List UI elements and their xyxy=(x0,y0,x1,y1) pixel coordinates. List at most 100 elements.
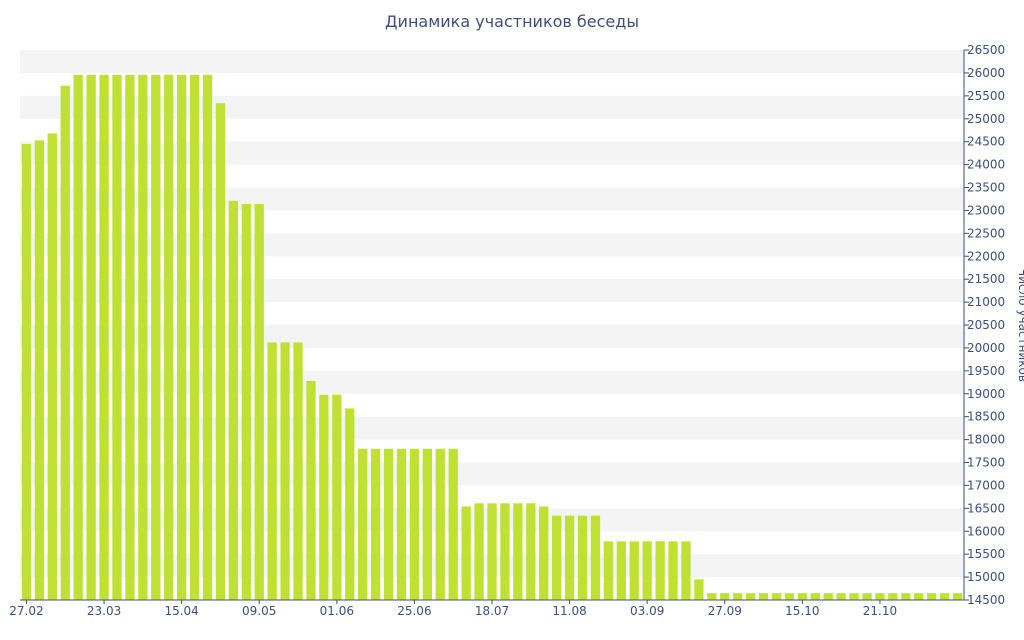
bar[interactable] xyxy=(629,541,639,600)
bar[interactable] xyxy=(293,342,303,600)
bar[interactable] xyxy=(306,380,316,600)
x-tick-label: 21.10 xyxy=(863,604,897,618)
bar[interactable] xyxy=(370,448,381,600)
bar[interactable] xyxy=(254,204,264,600)
bar[interactable] xyxy=(60,85,70,600)
bar[interactable] xyxy=(771,593,782,600)
bar[interactable] xyxy=(552,515,562,600)
y-tick-label: 16500 xyxy=(967,501,1005,515)
bar[interactable] xyxy=(332,394,342,600)
bar[interactable] xyxy=(681,541,691,600)
bar[interactable] xyxy=(487,503,497,600)
y-tick-label: 17500 xyxy=(967,456,1005,470)
bar[interactable] xyxy=(34,140,45,600)
bar[interactable] xyxy=(513,503,523,600)
bar[interactable] xyxy=(202,74,213,600)
bar[interactable] xyxy=(215,103,226,601)
bar[interactable] xyxy=(836,593,846,600)
bar[interactable] xyxy=(539,506,549,601)
x-tick-label: 25.06 xyxy=(397,604,431,618)
bar[interactable] xyxy=(21,143,32,601)
bar[interactable] xyxy=(435,448,445,600)
grid-band xyxy=(20,95,964,119)
bar[interactable] xyxy=(655,541,665,600)
bar[interactable] xyxy=(500,503,510,600)
chart-title: Динамика участников беседы xyxy=(385,12,639,31)
bar[interactable] xyxy=(241,204,251,600)
bar[interactable] xyxy=(448,448,458,600)
bar[interactable] xyxy=(797,593,808,600)
x-tick-label: 23.03 xyxy=(87,604,121,618)
bar[interactable] xyxy=(888,593,898,600)
bar[interactable] xyxy=(228,200,239,600)
bar[interactable] xyxy=(952,593,963,600)
bar[interactable] xyxy=(668,541,678,600)
bar[interactable] xyxy=(125,74,135,600)
y-tick-label: 14500 xyxy=(967,593,1005,607)
bar[interactable] xyxy=(396,448,407,600)
bar[interactable] xyxy=(823,593,833,600)
bar[interactable] xyxy=(564,515,575,600)
y-tick-label: 17000 xyxy=(967,478,1005,492)
bar[interactable] xyxy=(86,74,96,600)
y-tick-label: 21000 xyxy=(967,295,1005,309)
bar[interactable] xyxy=(151,74,161,600)
bar[interactable] xyxy=(694,579,704,600)
bar[interactable] xyxy=(345,408,355,600)
bar[interactable] xyxy=(319,394,329,600)
bar[interactable] xyxy=(927,593,937,600)
bar[interactable] xyxy=(707,593,717,600)
bar[interactable] xyxy=(474,503,484,600)
bar[interactable] xyxy=(758,593,769,600)
bar[interactable] xyxy=(409,448,420,600)
y-tick-label: 24500 xyxy=(967,135,1005,149)
bar[interactable] xyxy=(47,133,57,600)
bar[interactable] xyxy=(745,593,756,600)
bar[interactable] xyxy=(176,74,187,600)
y-tick-label: 19500 xyxy=(967,364,1005,378)
bar[interactable] xyxy=(849,593,859,600)
x-tick-label: 01.06 xyxy=(320,604,354,618)
y-tick-label: 18500 xyxy=(967,410,1005,424)
bar[interactable] xyxy=(99,74,109,600)
bar[interactable] xyxy=(720,593,730,600)
bar[interactable] xyxy=(112,74,122,600)
bar[interactable] xyxy=(862,593,872,600)
bar[interactable] xyxy=(914,593,924,600)
bar[interactable] xyxy=(733,593,743,600)
bar[interactable] xyxy=(577,515,588,600)
bar[interactable] xyxy=(810,593,820,600)
bar[interactable] xyxy=(939,593,950,600)
x-tick-label: 09.05 xyxy=(242,604,276,618)
bar[interactable] xyxy=(383,448,394,600)
bar[interactable] xyxy=(189,74,200,600)
y-tick-label: 15500 xyxy=(967,547,1005,561)
bar[interactable] xyxy=(164,74,174,600)
bar[interactable] xyxy=(603,541,614,600)
bar[interactable] xyxy=(73,74,83,600)
y-tick-label: 20500 xyxy=(967,318,1005,332)
bar[interactable] xyxy=(358,448,368,600)
bar[interactable] xyxy=(590,515,601,600)
bar[interactable] xyxy=(875,593,885,600)
bar[interactable] xyxy=(642,541,652,600)
grid-band xyxy=(20,50,964,73)
grid-band xyxy=(20,416,964,440)
bar-series xyxy=(21,74,963,601)
bar[interactable] xyxy=(784,593,795,600)
bar[interactable] xyxy=(280,342,290,600)
bar[interactable] xyxy=(901,593,911,600)
bar[interactable] xyxy=(138,74,148,600)
grid-bands xyxy=(20,50,964,578)
y-tick-label: 23000 xyxy=(967,203,1005,217)
bar[interactable] xyxy=(616,541,626,600)
y-tick-label: 15000 xyxy=(967,570,1005,584)
x-tick-label: 03.09 xyxy=(630,604,664,618)
bar[interactable] xyxy=(267,342,277,600)
bar[interactable] xyxy=(461,506,471,601)
y-axis-ticks: 14500 15000 15500 16000 16500 17000 17500 18000… xyxy=(964,43,1005,607)
grid-band xyxy=(20,233,964,257)
bar[interactable] xyxy=(422,448,432,600)
bar[interactable] xyxy=(526,503,536,600)
